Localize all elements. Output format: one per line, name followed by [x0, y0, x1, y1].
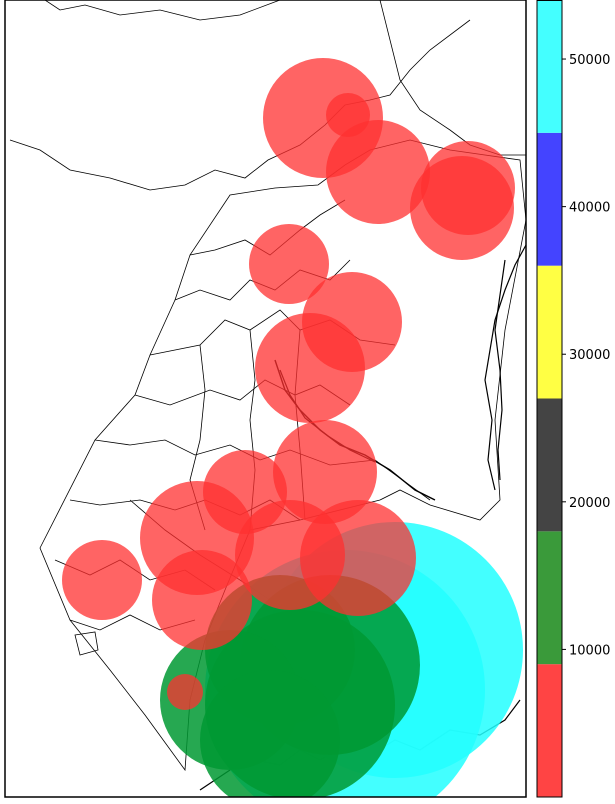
colorbar: 10000 20000 30000 40000 50000 — [536, 0, 610, 798]
red-symbol-circle — [410, 156, 514, 260]
eastern-coast — [484, 244, 526, 491]
northern-border — [9, 19, 471, 191]
red-symbol-circle — [235, 500, 345, 610]
colorbar-tick-label: 40000 — [569, 201, 610, 216]
colorbar-tick-label: 10000 — [569, 643, 610, 658]
map-panel — [5, 0, 526, 797]
eastern-coast-2 — [494, 259, 506, 481]
green-symbol-circle — [200, 670, 340, 797]
red-symbol-circle — [167, 674, 203, 710]
colorbar-segment — [537, 132, 562, 266]
red-symbol-circle — [255, 313, 365, 423]
colorbar-segment — [537, 265, 562, 399]
colorbar-tick-label: 50000 — [569, 53, 610, 68]
map-frame — [4, 0, 527, 798]
colorbar-segment — [537, 0, 562, 133]
colorbar-segment — [537, 664, 562, 797]
colorbar-segment — [537, 398, 562, 532]
red-symbol-circle — [152, 550, 252, 650]
red-symbol-circle — [249, 224, 329, 304]
colorbar-frame — [536, 0, 563, 798]
small-enclave — [74, 631, 99, 656]
proportional-symbols — [62, 58, 523, 797]
colorbar-tick-label: 30000 — [569, 348, 610, 363]
red-symbol-circle — [62, 540, 142, 620]
red-symbol-circle — [326, 120, 430, 224]
red-symbol-circle — [273, 420, 377, 524]
colorbar-segment — [537, 531, 562, 665]
colorbar-tick-label: 20000 — [569, 496, 610, 511]
northern-border-2 — [44, 0, 281, 21]
